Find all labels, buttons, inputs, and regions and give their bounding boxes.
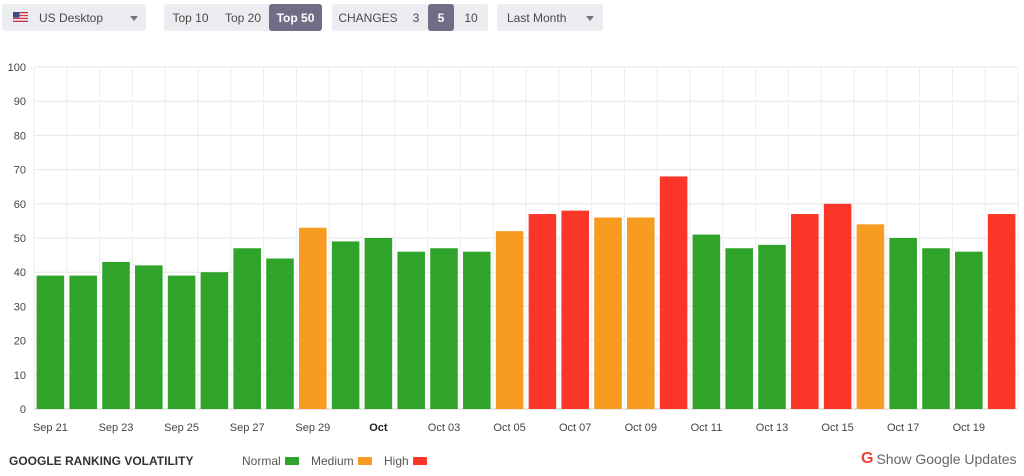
bar (692, 234, 721, 409)
chevron-down-icon (586, 16, 594, 21)
bar (135, 265, 163, 409)
bar (823, 203, 852, 409)
x-tick-label: Sep 29 (295, 422, 330, 434)
bar (331, 241, 360, 409)
x-tick-label: Sep 25 (164, 422, 199, 434)
bar (987, 214, 1016, 409)
bar (791, 214, 819, 409)
bar (725, 248, 753, 409)
y-axis: 0 10 20 30 40 50 60 70 80 90 100 (8, 62, 26, 416)
changes-filter-group: CHANGES 3 5 10 (332, 4, 488, 31)
bar (36, 275, 65, 409)
x-tick-label: Sep 21 (33, 422, 68, 434)
bar (233, 248, 261, 409)
y-tick-label: 50 (14, 233, 26, 245)
x-tick-label: Oct 17 (887, 422, 919, 434)
legend-medium: Medium (311, 454, 372, 468)
chart-footer: GOOGLE RANKING VOLATILITY Normal Medium … (0, 446, 1024, 476)
bar (955, 251, 983, 409)
chart-grid (33, 66, 1019, 410)
show-google-updates-button[interactable]: G Show Google Updates (861, 450, 1017, 468)
legend-medium-label: Medium (311, 454, 354, 468)
bar (758, 244, 786, 409)
bar (889, 238, 917, 409)
bar (69, 275, 97, 409)
legend-high-label: High (384, 454, 409, 468)
bar (266, 258, 294, 409)
bar (364, 238, 393, 409)
x-tick-label: Oct (369, 422, 388, 434)
x-tick-label: Oct 11 (691, 422, 723, 434)
x-tick-label: Sep 27 (230, 422, 265, 434)
region-label: US Desktop (39, 11, 104, 25)
x-tick-label: Oct 03 (428, 422, 460, 434)
bar (627, 217, 655, 409)
x-tick-label: Oct 05 (493, 422, 525, 434)
x-axis: Sep 21 Sep 23 Sep 25 Sep 27 Sep 29 Oct Oct 03 O… (33, 422, 985, 434)
chart-title: GOOGLE RANKING VOLATILITY (9, 454, 194, 468)
bar (659, 176, 688, 409)
bar (856, 224, 885, 409)
bar (167, 275, 196, 409)
top-50-button[interactable]: Top 50 (269, 4, 322, 31)
chart-bars (36, 176, 1016, 409)
bar (922, 248, 950, 409)
top-20-button[interactable]: Top 20 (224, 10, 262, 25)
toolbar: US Desktop Top 10 Top 20 Top 50 CHANGES … (0, 0, 1024, 40)
changes-10-button[interactable]: 10 (464, 10, 478, 25)
chevron-down-icon (130, 16, 138, 21)
changes-5-button[interactable]: 5 (428, 4, 454, 31)
y-tick-label: 20 (14, 336, 26, 348)
y-tick-label: 100 (8, 62, 26, 74)
y-tick-label: 40 (14, 267, 26, 279)
show-google-updates-label: Show Google Updates (876, 451, 1017, 467)
y-tick-label: 90 (14, 96, 26, 108)
x-tick-label: Sep 23 (99, 422, 134, 434)
top-10-button[interactable]: Top 10 (172, 10, 209, 25)
google-g-icon: G (861, 450, 874, 467)
bar (299, 227, 327, 409)
y-tick-label: 30 (14, 301, 26, 313)
y-tick-label: 70 (14, 165, 26, 177)
bar (495, 231, 524, 409)
bar (561, 210, 589, 409)
x-tick-label: Oct 19 (953, 422, 985, 434)
us-flag-icon (13, 12, 28, 22)
bar (200, 272, 229, 409)
y-tick-label: 0 (20, 404, 26, 416)
bar (397, 251, 425, 409)
period-select[interactable]: Last Month (497, 4, 603, 31)
changes-label: CHANGES (338, 10, 398, 25)
bar (528, 214, 557, 409)
legend-normal-label: Normal (242, 454, 281, 468)
legend-normal-swatch (284, 457, 299, 465)
x-tick-label: Oct 15 (821, 422, 853, 434)
legend-high: High (384, 454, 427, 468)
region-select[interactable]: US Desktop (2, 4, 146, 31)
legend-normal: Normal (242, 454, 299, 468)
y-tick-label: 10 (14, 370, 26, 382)
x-tick-label: Oct 13 (756, 422, 788, 434)
y-tick-label: 60 (14, 199, 26, 211)
x-tick-label: Oct 07 (559, 422, 591, 434)
changes-3-button[interactable]: 3 (412, 10, 420, 25)
legend-high-swatch (412, 457, 427, 465)
bar (430, 248, 458, 409)
top-filter-group: Top 10 Top 20 Top 50 (164, 4, 322, 31)
y-tick-label: 80 (14, 130, 26, 142)
period-label: Last Month (507, 11, 567, 25)
x-tick-label: Oct 09 (625, 422, 657, 434)
legend-medium-swatch (357, 457, 372, 465)
bar (463, 251, 491, 409)
bar (102, 261, 130, 409)
bar (594, 217, 622, 409)
